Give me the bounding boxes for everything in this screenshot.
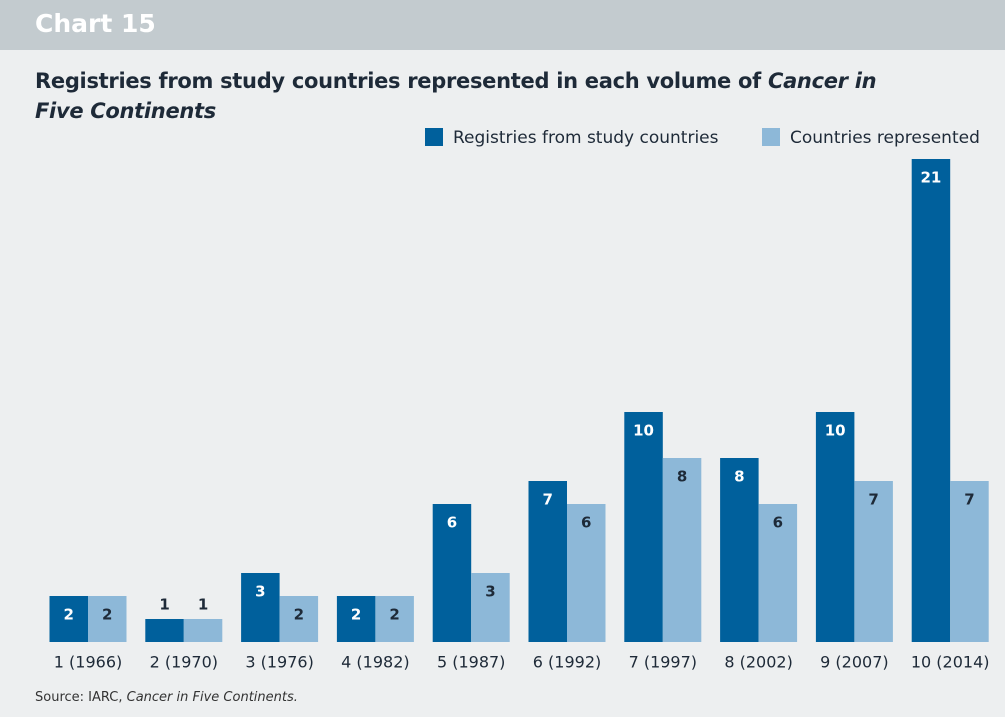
bar — [720, 458, 759, 642]
value-label: 1 — [159, 596, 169, 614]
x-tick-label: 1 (1966) — [54, 653, 122, 672]
legend-swatch — [762, 128, 780, 146]
value-label: 2 — [294, 606, 304, 624]
x-tick-label: 3 (1976) — [245, 653, 313, 672]
legend-label: Countries represented — [790, 128, 980, 148]
bar — [88, 596, 127, 642]
bar — [911, 159, 951, 642]
bar — [145, 619, 184, 642]
value-label: 10 — [825, 422, 846, 440]
value-label: 6 — [773, 514, 783, 532]
value-label: 2 — [64, 606, 74, 624]
header-bar: Chart 15 — [0, 0, 1005, 50]
x-tick-label: 4 (1982) — [341, 653, 409, 672]
bar — [662, 458, 702, 642]
bar — [471, 573, 510, 642]
bar — [241, 573, 280, 642]
legend-label: Registries from study countries — [453, 128, 719, 148]
bar — [183, 619, 223, 642]
source: Source: IARC, Cancer in Five Continents. — [35, 690, 298, 705]
value-label: 1 — [198, 596, 208, 614]
bar — [815, 412, 855, 642]
value-label: 21 — [921, 169, 942, 187]
x-tick-label: 10 (2014) — [911, 653, 990, 672]
bar — [950, 481, 989, 642]
bar — [375, 596, 414, 642]
bar — [279, 596, 319, 642]
bar — [528, 481, 567, 642]
legend-swatch — [425, 128, 443, 146]
bar — [854, 481, 893, 642]
value-label: 2 — [102, 606, 112, 624]
value-label: 6 — [447, 514, 457, 532]
chart-title: Registries from study countries represen… — [35, 66, 895, 126]
x-tick-label: 6 (1992) — [533, 653, 601, 672]
title-italic: Cancer in Five Continents — [35, 69, 877, 123]
value-label: 10 — [633, 422, 654, 440]
value-label: 7 — [543, 491, 553, 509]
x-tick-label: 8 (2002) — [724, 653, 792, 672]
x-tick-label: 5 (1987) — [437, 653, 505, 672]
x-tick-label: 2 (1970) — [150, 653, 218, 672]
x-tick-label: 7 (1997) — [629, 653, 697, 672]
value-label: 3 — [255, 583, 265, 601]
header-title: Chart 15 — [35, 9, 156, 38]
value-label: 2 — [389, 606, 399, 624]
bar — [624, 412, 663, 642]
value-label: 8 — [734, 468, 744, 486]
bar — [336, 596, 376, 642]
bar — [49, 596, 88, 642]
value-label: 8 — [677, 468, 687, 486]
bar — [758, 504, 798, 642]
value-label: 6 — [581, 514, 591, 532]
bar — [567, 504, 606, 642]
value-label: 7 — [964, 491, 974, 509]
source-text: Source: IARC, — [35, 690, 127, 705]
bar — [432, 504, 472, 642]
value-label: 2 — [351, 606, 361, 624]
source-italic: Cancer in Five Continents. — [126, 690, 298, 705]
title-text: Registries from study countries represen… — [35, 69, 768, 93]
value-label: 7 — [868, 491, 878, 509]
x-tick-label: 9 (2007) — [820, 653, 888, 672]
value-label: 3 — [485, 583, 495, 601]
